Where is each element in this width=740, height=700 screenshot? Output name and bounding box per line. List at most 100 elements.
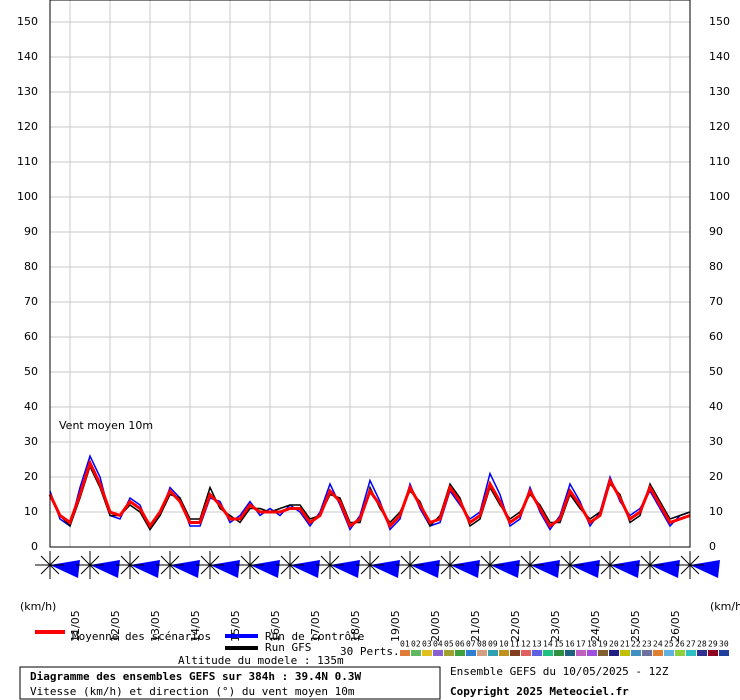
rose <box>320 555 340 575</box>
rose <box>400 555 420 575</box>
x-tick-label: 25/05 <box>629 610 642 642</box>
perts-title: 30 Perts. <box>340 645 400 658</box>
rose <box>600 555 620 575</box>
pert-swatch <box>631 650 641 656</box>
pert-swatch <box>444 650 454 656</box>
pert-swatch <box>521 650 531 656</box>
y-tick-label: 130 <box>709 85 730 98</box>
x-tick-label: 23/05 <box>549 610 562 642</box>
y-tick-label: 110 <box>709 155 730 168</box>
y-tick-label: 60 <box>24 330 38 343</box>
y-tick-label: 130 <box>17 85 38 98</box>
y-tick-label: 0 <box>31 540 38 553</box>
pert-label: 28 <box>697 640 707 649</box>
pert-swatch <box>532 650 542 656</box>
pert-swatch <box>488 650 498 656</box>
rose <box>40 555 60 575</box>
x-tick-label: 21/05 <box>469 610 482 642</box>
run-info: Ensemble GEFS du 10/05/2025 - 12Z <box>450 665 669 678</box>
pert-swatch <box>642 650 652 656</box>
pert-label: 23 <box>642 640 652 649</box>
y-tick-label: 30 <box>709 435 723 448</box>
altitude: Altitude du modele : 135m <box>178 654 344 667</box>
pert-label: 02 <box>411 640 421 649</box>
x-tick-label: 14/05 <box>189 610 202 642</box>
pert-label: 27 <box>686 640 696 649</box>
pert-swatch <box>422 650 432 656</box>
pert-swatch <box>653 650 663 656</box>
y-tick-label: 10 <box>24 505 38 518</box>
pert-label: 14 <box>543 640 553 649</box>
pert-label: 25 <box>664 640 674 649</box>
rose <box>440 555 460 575</box>
pert-label: 11 <box>510 640 520 649</box>
rose <box>240 555 260 575</box>
y-tick-label: 50 <box>24 365 38 378</box>
pert-label: 22 <box>631 640 641 649</box>
y-tick-label: 60 <box>709 330 723 343</box>
pert-label: 05 <box>444 640 454 649</box>
pert-label: 15 <box>554 640 564 649</box>
y-tick-label: 70 <box>709 295 723 308</box>
copyright: Copyright 2025 Meteociel.fr <box>450 685 629 698</box>
legend-label: Run de contrôle <box>265 630 364 643</box>
x-tick-label: 22/05 <box>509 610 522 642</box>
pert-swatch <box>477 650 487 656</box>
y-tick-label: 0 <box>709 540 716 553</box>
y-tick-label: 110 <box>17 155 38 168</box>
pert-swatch <box>499 650 509 656</box>
pert-swatch <box>510 650 520 656</box>
pert-swatch <box>609 650 619 656</box>
pert-label: 26 <box>675 640 685 649</box>
pert-label: 09 <box>488 640 498 649</box>
x-tick-label: 13/05 <box>149 610 162 642</box>
pert-swatch <box>466 650 476 656</box>
pert-label: 18 <box>587 640 597 649</box>
rose <box>360 555 380 575</box>
pert-swatch <box>675 650 685 656</box>
y-tick-label: 90 <box>24 225 38 238</box>
pert-swatch <box>620 650 630 656</box>
y-tick-label: 120 <box>17 120 38 133</box>
legend-label: Moyenne des scénarios <box>72 630 211 643</box>
y-tick-label: 20 <box>24 470 38 483</box>
y-tick-label: 140 <box>17 50 38 63</box>
pert-swatch <box>587 650 597 656</box>
pert-swatch <box>543 650 553 656</box>
pert-label: 12 <box>521 640 531 649</box>
rose <box>680 555 700 575</box>
wind-direction-row <box>35 551 720 579</box>
pert-label: 01 <box>400 640 410 649</box>
pert-label: 13 <box>532 640 542 649</box>
rose <box>480 555 500 575</box>
pert-swatch <box>411 650 421 656</box>
y-tick-label: 40 <box>24 400 38 413</box>
y-unit: (km/h) <box>20 600 56 613</box>
pert-label: 17 <box>576 640 586 649</box>
y-tick-label: 80 <box>24 260 38 273</box>
y-tick-label: 150 <box>709 15 730 28</box>
y-tick-label: 140 <box>709 50 730 63</box>
rose <box>200 555 220 575</box>
x-tick-label: 19/05 <box>389 610 402 642</box>
footer-box <box>19 666 441 700</box>
pert-label: 20 <box>609 640 619 649</box>
x-tick-label: 24/05 <box>589 610 602 642</box>
footer-title: Diagramme des ensembles GEFS sur 384h : … <box>30 670 362 683</box>
pert-label: 06 <box>455 640 465 649</box>
pert-swatch <box>565 650 575 656</box>
pert-label: 04 <box>433 640 443 649</box>
rose <box>80 555 100 575</box>
y-tick-label: 10 <box>709 505 723 518</box>
y-tick-label: 100 <box>17 190 38 203</box>
rose <box>560 555 580 575</box>
x-tick-label: 12/05 <box>109 610 122 642</box>
x-tick-label: 20/05 <box>429 610 442 642</box>
pert-label: 30 <box>719 640 729 649</box>
pert-label: 08 <box>477 640 487 649</box>
y-tick-label: 70 <box>24 295 38 308</box>
annotation: Vent moyen 10m <box>59 419 153 432</box>
x-tick-label: 26/05 <box>669 610 682 642</box>
